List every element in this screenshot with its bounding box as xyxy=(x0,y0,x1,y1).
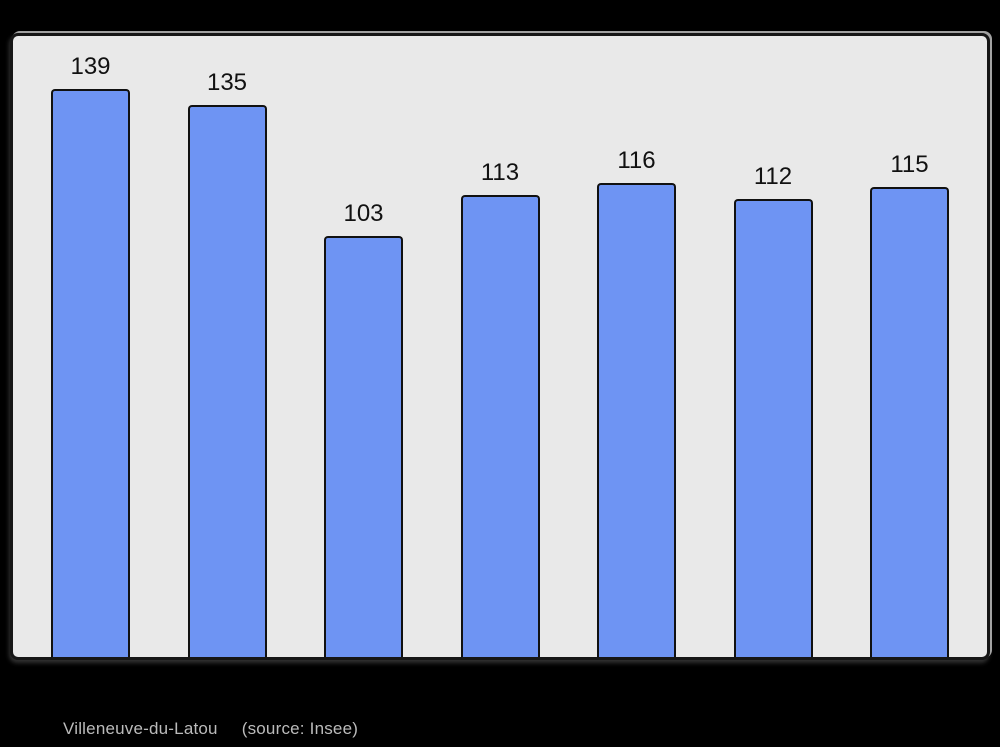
bar xyxy=(460,195,540,657)
bar-value-label: 135 xyxy=(206,68,248,96)
bar xyxy=(597,183,676,657)
bar-column: 116 xyxy=(597,146,676,657)
bar xyxy=(870,187,949,657)
caption-place-label: Villeneuve-du-Latou xyxy=(63,719,218,738)
bar-column: 115 xyxy=(870,150,949,657)
bar-value-label: 115 xyxy=(890,150,929,178)
bar-value-label: 139 xyxy=(70,52,111,80)
bar-column: 103 xyxy=(324,199,403,657)
bar-value-label: 116 xyxy=(617,146,656,174)
bar xyxy=(187,105,267,657)
caption-source-label: (source: Insee) xyxy=(241,719,359,738)
bar-column: 135 xyxy=(187,68,267,657)
bar-column: 113 xyxy=(460,158,540,657)
bar-column: 112 xyxy=(733,162,813,657)
bar xyxy=(51,89,130,657)
bar-value-label: 112 xyxy=(753,162,793,190)
chart-plot-area: 139 135 103 113 116 112 115 xyxy=(10,33,990,660)
bar xyxy=(733,199,813,657)
bar-value-label: 113 xyxy=(480,158,520,186)
chart-caption: Villeneuve-du-Latou (source: Insee) xyxy=(63,719,358,739)
bar-value-label: 103 xyxy=(343,199,384,227)
bar-chart: 139 135 103 113 116 112 115 xyxy=(13,36,987,657)
bar xyxy=(324,236,403,657)
bar-column: 139 xyxy=(51,52,130,657)
